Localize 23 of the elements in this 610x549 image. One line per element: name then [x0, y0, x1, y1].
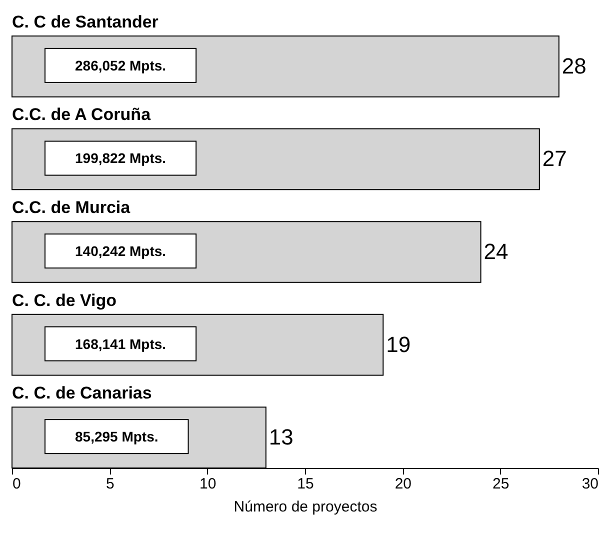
x-tick-label: 30: [582, 476, 598, 492]
x-tick-label: 15: [297, 476, 314, 492]
data-label: 13: [268, 424, 294, 450]
annotation: 199,822 Mpts.: [75, 150, 166, 166]
x-tick-label: 0: [12, 476, 21, 492]
x-tick-label: 25: [492, 476, 510, 492]
data-label: 27: [542, 146, 567, 172]
data-label: 19: [386, 332, 411, 357]
data-label: 28: [562, 53, 586, 78]
annotation: 140,242 Mpts.: [75, 243, 166, 259]
annotation: 286,052 Mpts.: [75, 57, 166, 74]
data-label: 24: [484, 239, 508, 264]
y-tick-label: C. C de Santander: [12, 12, 159, 32]
x-axis-title: Número de proyectos: [234, 498, 378, 516]
annotation: 168,141 Mpts.: [75, 336, 166, 352]
y-tick-label: C. C. de Canarias: [12, 384, 152, 403]
x-tick-label: 20: [394, 476, 412, 492]
y-tick-label: C.C. de A Coruña: [12, 105, 152, 124]
x-tick-label: 5: [106, 476, 114, 492]
y-tick-label: C.C. de Murcia: [12, 198, 131, 217]
y-tick-label: C. C. de Vigo: [12, 290, 117, 310]
x-tick-label: 10: [199, 476, 216, 492]
annotation: 85,295 Mpts.: [75, 428, 158, 445]
